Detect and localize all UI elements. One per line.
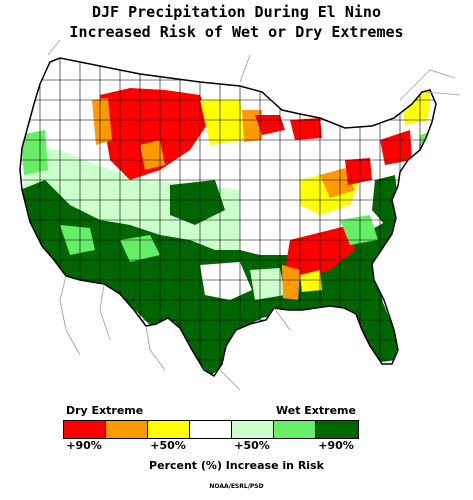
legend-axis-title: Percent (%) Increase in Risk xyxy=(149,459,324,472)
us-climate-division-map xyxy=(19,39,461,391)
dry-extreme-label: Dry Extreme xyxy=(66,404,144,417)
legend-swatch-dry-70 xyxy=(106,421,148,438)
legend-tick-dry-90: +90% xyxy=(66,439,102,452)
us-outline xyxy=(19,57,437,378)
legend-swatch-neutral xyxy=(190,421,232,438)
legend-swatch-wet-90 xyxy=(316,421,358,438)
map-title-line2: Increased Risk of Wet or Dry Extremes xyxy=(69,23,404,41)
map-title-line1: DJF Precipitation During El Nino xyxy=(92,3,381,21)
legend-tick-wet-90: +90% xyxy=(318,439,354,452)
legend-color-bar xyxy=(63,420,359,439)
legend-swatch-dry-50 xyxy=(148,421,190,438)
wet-extreme-label: Wet Extreme xyxy=(276,404,356,417)
legend-swatch-wet-70 xyxy=(274,421,316,438)
credit-text: NOAA/ESRL/PSD xyxy=(209,483,264,490)
legend-tick-wet-50: +50% xyxy=(234,439,270,452)
legend-swatch-wet-50 xyxy=(232,421,274,438)
neighbor-borders xyxy=(47,39,461,391)
legend-swatch-dry-90 xyxy=(64,421,106,438)
legend-tick-dry-50: +50% xyxy=(150,439,186,452)
